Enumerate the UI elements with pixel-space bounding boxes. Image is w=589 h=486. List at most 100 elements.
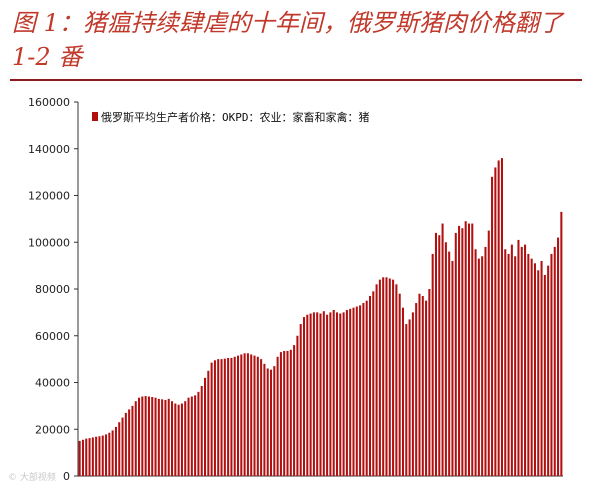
bar xyxy=(504,249,507,476)
bar xyxy=(550,253,553,476)
bar xyxy=(293,345,296,476)
bar xyxy=(131,405,134,477)
bar xyxy=(375,284,378,476)
bar xyxy=(448,251,451,476)
bar xyxy=(329,312,332,477)
bar xyxy=(524,244,527,476)
bar xyxy=(355,306,358,476)
bar xyxy=(236,355,240,476)
bar xyxy=(144,396,147,476)
bar xyxy=(81,439,84,476)
bar xyxy=(345,310,348,476)
bar xyxy=(411,312,414,477)
bar xyxy=(128,409,131,476)
bar xyxy=(487,230,490,476)
bar xyxy=(240,354,243,476)
bar xyxy=(451,260,454,476)
bar xyxy=(124,412,127,476)
bar xyxy=(200,386,203,476)
bar xyxy=(527,253,530,476)
bar xyxy=(141,396,144,476)
watermark: © 大部视频 xyxy=(8,471,56,483)
bar xyxy=(431,253,434,476)
bar xyxy=(415,303,418,476)
bar xyxy=(335,312,339,477)
bar xyxy=(530,258,533,476)
bar xyxy=(273,366,276,476)
bar xyxy=(207,370,210,476)
bar xyxy=(444,242,447,476)
bar xyxy=(517,239,520,476)
bar xyxy=(217,359,220,477)
bar xyxy=(101,435,104,476)
bar xyxy=(171,401,174,476)
legend-swatch xyxy=(92,112,98,121)
bar xyxy=(177,404,180,476)
y-tick-label: 60000 xyxy=(35,330,70,343)
bar xyxy=(385,277,388,476)
legend-label: 俄罗斯平均生产者价格：OKPD：农业：家畜和家禽：猪 xyxy=(101,110,370,124)
page-title: 图 1：猪瘟持续肆虐的十年间，俄罗斯猪肉价格翻了 1-2 番 xyxy=(12,9,563,71)
bar xyxy=(418,293,421,476)
bar xyxy=(243,353,246,476)
y-tick-label: 40000 xyxy=(35,377,70,390)
bar xyxy=(497,160,500,476)
bar xyxy=(260,359,263,477)
bar xyxy=(349,308,352,476)
y-tick-label: 100000 xyxy=(28,236,70,249)
bar xyxy=(543,274,546,476)
bar xyxy=(220,359,223,477)
y-tick-label: 160000 xyxy=(28,96,70,109)
bar xyxy=(111,430,114,476)
bar xyxy=(365,300,368,476)
bar xyxy=(382,277,385,476)
bar xyxy=(510,244,513,476)
bar xyxy=(118,422,121,476)
bar xyxy=(322,311,325,476)
bar xyxy=(309,313,312,476)
bar xyxy=(210,362,213,476)
bar xyxy=(401,307,405,476)
bar xyxy=(286,350,289,476)
bar xyxy=(398,293,401,476)
bar xyxy=(421,296,424,476)
bar xyxy=(372,291,375,476)
bar xyxy=(246,353,249,476)
bar xyxy=(279,352,282,476)
bar xyxy=(227,357,230,476)
bar xyxy=(441,223,444,476)
title-divider xyxy=(10,79,582,81)
bar xyxy=(474,249,477,476)
bar xyxy=(269,369,273,476)
bar xyxy=(454,232,457,476)
bar xyxy=(194,395,197,476)
bar xyxy=(494,167,497,476)
bar xyxy=(405,324,408,476)
bar xyxy=(339,313,342,476)
bar xyxy=(154,397,157,476)
bar xyxy=(253,355,256,476)
bar xyxy=(85,438,88,476)
y-tick-label: 120000 xyxy=(28,190,70,203)
bar xyxy=(95,436,98,476)
bar xyxy=(560,211,563,477)
bar xyxy=(342,312,345,477)
bar xyxy=(362,303,365,476)
bar xyxy=(312,312,315,477)
bar xyxy=(184,401,187,476)
bar xyxy=(434,232,437,476)
bar xyxy=(134,401,137,476)
bar xyxy=(157,398,160,476)
bar xyxy=(223,358,226,476)
bar xyxy=(484,246,487,476)
y-tick-label: 0 xyxy=(63,470,70,483)
y-tick-label: 80000 xyxy=(35,283,70,296)
bar xyxy=(464,221,467,476)
bar xyxy=(326,314,329,476)
legend: 俄罗斯平均生产者价格：OKPD：农业：家畜和家禽：猪 xyxy=(92,110,370,124)
bar xyxy=(520,246,523,476)
bar xyxy=(425,300,428,476)
bar xyxy=(114,426,117,476)
bar xyxy=(368,296,372,476)
bar xyxy=(500,158,503,476)
